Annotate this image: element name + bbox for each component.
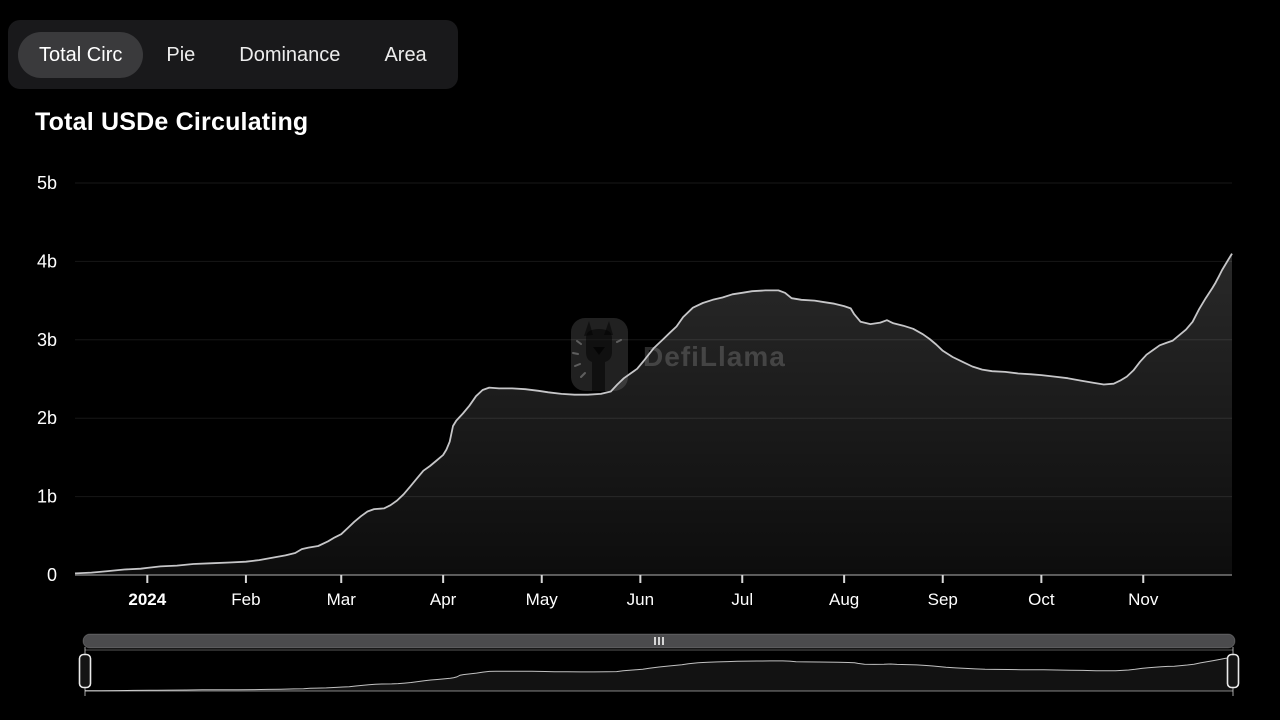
watermark-brand-text: DefiLlama — [643, 341, 786, 372]
series-area-fill — [75, 253, 1232, 575]
navigator-handle-right[interactable] — [1226, 653, 1240, 689]
x-tick-label-Oct: Oct — [1028, 590, 1055, 609]
x-tick-label-2024: 2024 — [128, 590, 166, 609]
navigator-line — [85, 656, 1234, 692]
x-tick-label-Aug: Aug — [829, 590, 859, 609]
x-tick-label-Jun: Jun — [627, 590, 654, 609]
navigator-area-fill — [85, 657, 1233, 691]
y-tick-label-0: 0 — [47, 565, 57, 585]
y-tick-label-2b: 2b — [37, 408, 57, 428]
y-tick-label-4b: 4b — [37, 251, 57, 271]
defillama-watermark: DefiLlama — [571, 318, 786, 391]
x-tick-label-Nov: Nov — [1128, 590, 1159, 609]
y-tick-label-1b: 1b — [37, 487, 57, 507]
tab-total-circ[interactable]: Total Circ — [18, 31, 144, 78]
tab-dominance[interactable]: Dominance — [218, 32, 361, 78]
series-line — [74, 253, 1233, 575]
tab-pie[interactable]: Pie — [145, 32, 216, 78]
navigator-handle-left[interactable] — [78, 653, 92, 689]
page-title: Total USDe Circulating — [35, 108, 309, 136]
tab-area[interactable]: Area — [363, 32, 447, 78]
scrollbar-grip-icon[interactable] — [654, 637, 664, 645]
plot-area[interactable] — [75, 178, 1232, 575]
chart-type-tabs: Total Circ Pie Dominance Area — [8, 20, 458, 89]
x-tick-label-Jul: Jul — [731, 590, 753, 609]
navigator-track[interactable] — [85, 650, 1233, 691]
x-tick-label-Apr: Apr — [430, 590, 457, 609]
x-tick-label-Mar: Mar — [327, 590, 357, 609]
y-tick-label-5b: 5b — [37, 173, 57, 193]
y-tick-label-3b: 3b — [37, 330, 57, 350]
x-tick-label-Sep: Sep — [928, 590, 958, 609]
x-tick-label-Feb: Feb — [231, 590, 260, 609]
x-tick-label-May: May — [526, 590, 559, 609]
